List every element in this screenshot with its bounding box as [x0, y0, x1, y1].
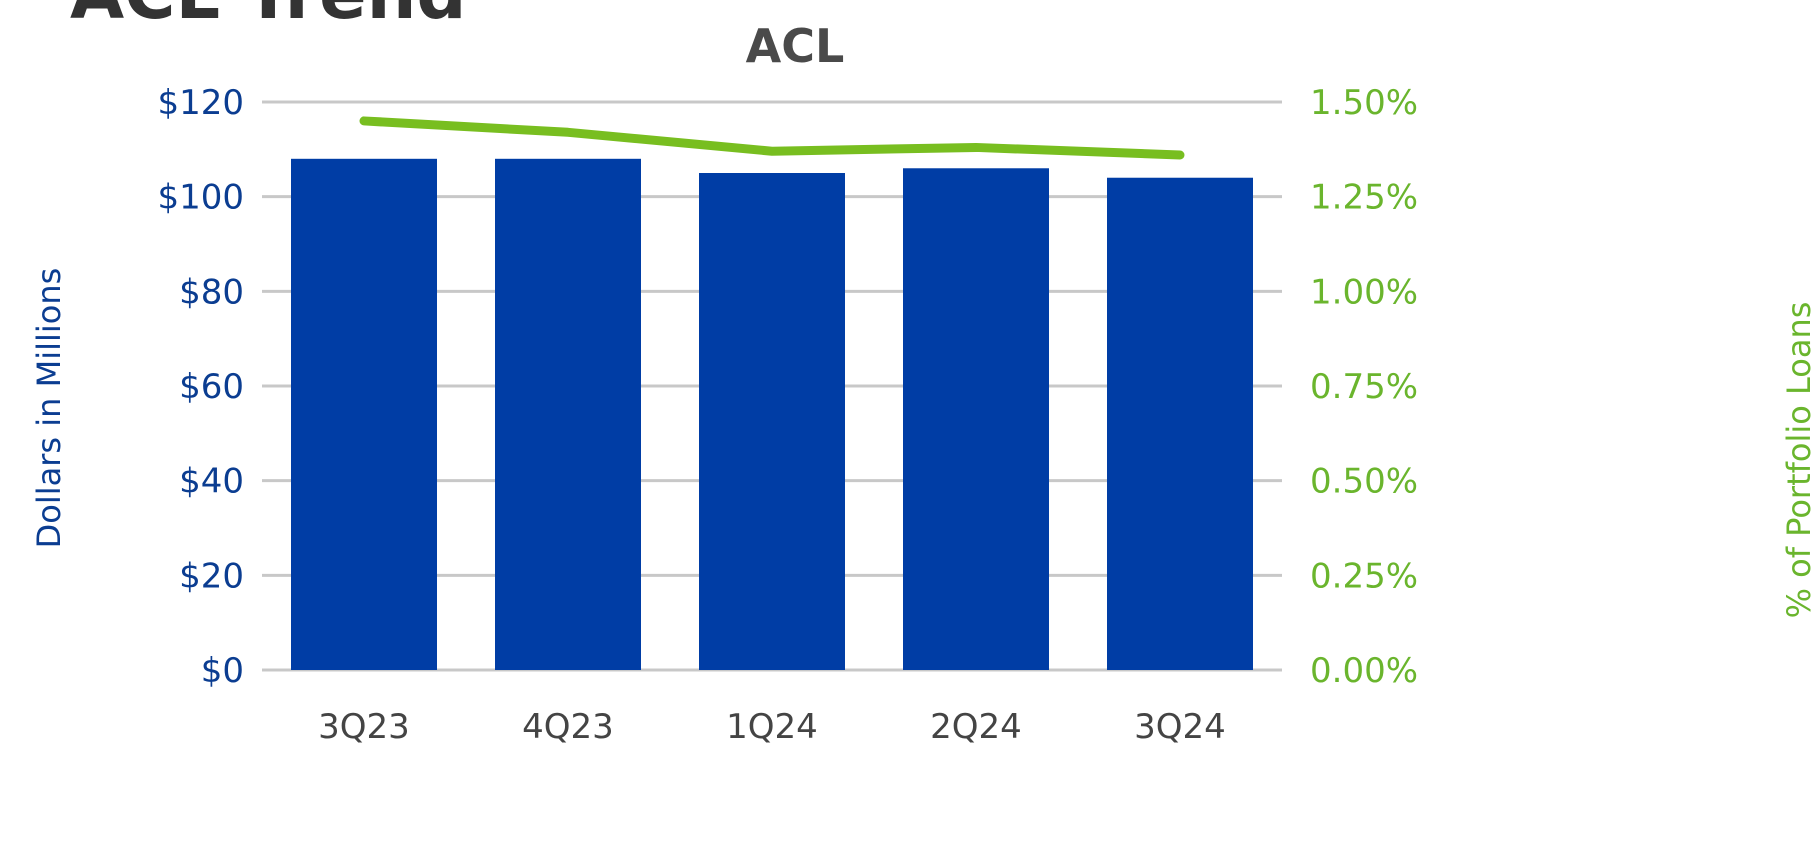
pct-line [359, 116, 1185, 160]
y2-tick-label: 1.50% [1310, 83, 1418, 123]
x-tick-label: 1Q24 [726, 707, 818, 747]
y-tick-label: $40 [179, 462, 244, 502]
y-axis-label-right: % of Portfolio Loans [1780, 302, 1818, 619]
bar [699, 173, 845, 670]
y2-tick-label: 0.00% [1310, 651, 1418, 691]
y-axis-label-left: Dollars in Millions [30, 268, 68, 549]
x-tick-label: 3Q23 [318, 707, 410, 747]
line-series [359, 116, 1185, 160]
y2-tick-label: 0.25% [1310, 556, 1418, 596]
bar [495, 158, 641, 671]
right-axis-ticks: 0.00% 0.25% 0.50% 0.75% 1.00% 1.25% 1.50% [1310, 83, 1418, 691]
bar [903, 168, 1049, 670]
y-tick-label: $100 [157, 178, 244, 218]
x-axis-ticks: 3Q23 4Q23 1Q24 2Q24 3Q24 [318, 707, 1226, 747]
y2-tick-label: 1.00% [1310, 272, 1418, 312]
x-tick-label: 2Q24 [930, 707, 1022, 747]
y-tick-label: $0 [201, 651, 244, 691]
y2-tick-label: 0.75% [1310, 367, 1418, 407]
y-tick-label: $80 [179, 272, 244, 312]
x-tick-label: 4Q23 [522, 707, 614, 747]
chart-title: ACL [746, 19, 845, 73]
slide-title: ACL Trend [70, 0, 467, 35]
bar-series [291, 158, 1253, 671]
y-tick-label: $60 [179, 367, 244, 407]
y-tick-label: $20 [179, 556, 244, 596]
y-tick-label: $120 [157, 83, 244, 123]
left-axis-ticks: $0 $20 $40 $60 $80 $100 $120 [157, 83, 244, 691]
bar [1107, 177, 1253, 670]
bar [291, 158, 437, 671]
y2-tick-label: 1.25% [1310, 178, 1418, 218]
x-tick-label: 3Q24 [1134, 707, 1226, 747]
y2-tick-label: 0.50% [1310, 462, 1418, 502]
